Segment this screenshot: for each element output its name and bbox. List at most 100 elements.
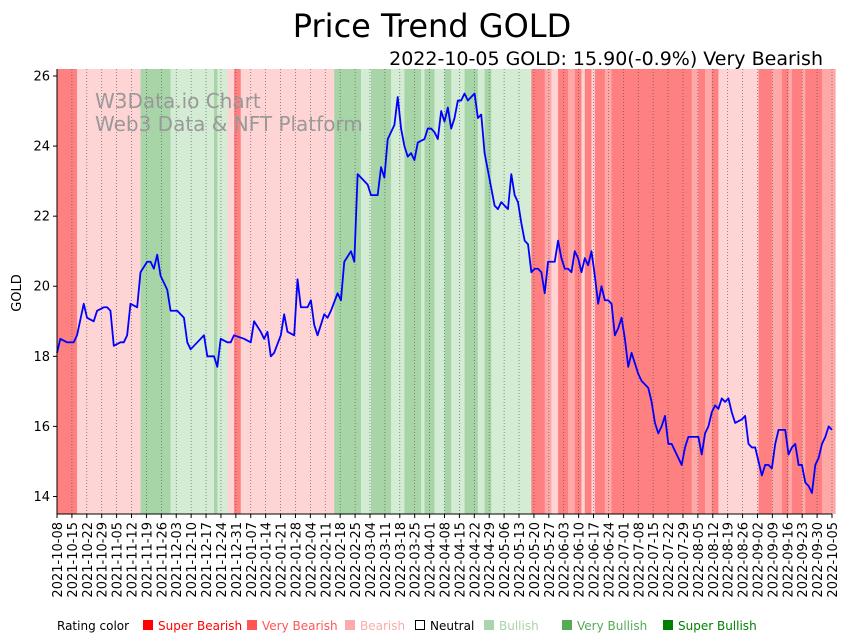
legend-label-bullish: Bullish xyxy=(499,619,539,633)
legend-label-super-bullish: Super Bullish xyxy=(678,619,757,633)
rating-band-bullish xyxy=(170,69,215,514)
y-tick-label: 22 xyxy=(33,210,50,225)
x-tick-label: 2022-08-19 xyxy=(722,522,737,598)
y-tick-label: 16 xyxy=(33,420,50,435)
legend-label-super-bearish: Super Bearish xyxy=(158,619,242,633)
x-tick-label: 2022-04-08 xyxy=(439,522,454,598)
rating-band-bullish xyxy=(434,69,445,514)
x-tick-label: 2022-07-29 xyxy=(677,522,692,598)
x-tick-label: 2021-12-03 xyxy=(170,522,185,598)
rating-band-bearish xyxy=(240,69,335,514)
x-tick-label: 2022-09-23 xyxy=(796,522,811,598)
x-tick-label: 2022-06-24 xyxy=(602,522,617,598)
rating-band-bullish xyxy=(421,69,425,514)
x-tick-label: 2022-07-22 xyxy=(662,522,677,598)
x-tick-label: 2022-01-21 xyxy=(275,522,290,598)
rating-band-bearish xyxy=(77,69,141,514)
x-tick-label: 2022-07-15 xyxy=(647,522,662,598)
rating-band-very_bullish xyxy=(371,69,392,514)
watermark-line-1: W3Data.io Chart xyxy=(95,89,261,113)
x-tick-label: 2022-04-01 xyxy=(424,522,439,598)
x-tick-label: 2022-09-02 xyxy=(751,522,766,598)
y-axis-ticks: 14 16 18 20 22 24 26 xyxy=(33,70,57,505)
x-tick-label: 2021-10-29 xyxy=(96,522,111,598)
rating-band-very_bearish xyxy=(705,69,713,514)
price-line xyxy=(56,92,833,494)
y-tick-label: 24 xyxy=(33,140,50,155)
rating-band-very_bearish xyxy=(771,69,783,514)
y-tick-label: 18 xyxy=(33,350,50,365)
rating-band-super_bearish xyxy=(805,69,823,514)
rating-band-very_bearish xyxy=(788,69,793,514)
rating-band-super_bearish xyxy=(531,69,546,514)
x-tick-label: 2022-05-27 xyxy=(543,522,558,598)
rating-band-bullish xyxy=(477,69,485,514)
rating-band-very_bullish xyxy=(214,69,218,514)
rating-band-super_bearish xyxy=(611,69,692,514)
x-tick-label: 2022-01-14 xyxy=(260,522,275,598)
rating-band-very_bullish xyxy=(464,69,479,514)
x-tick-label: 2022-04-22 xyxy=(468,522,483,598)
legend-swatch-very-bearish xyxy=(247,620,257,630)
x-tick-label: 2022-04-29 xyxy=(483,522,498,598)
x-tick-label: 2021-12-10 xyxy=(185,522,200,598)
x-tick-label: 2021-12-17 xyxy=(200,522,215,598)
rating-band-super_bearish xyxy=(57,69,78,514)
rating-band-bearish xyxy=(551,69,559,514)
rating-band-very_bearish xyxy=(568,69,576,514)
rating-band-super_bearish xyxy=(698,69,706,514)
x-tick-label: 2022-03-04 xyxy=(364,522,379,598)
legend-label-very-bearish: Very Bearish xyxy=(262,619,338,633)
rating-band-very_bullish xyxy=(484,69,492,514)
x-tick-label: 2022-09-16 xyxy=(781,522,796,598)
rating-band-very_bullish xyxy=(140,69,171,514)
legend-title: Rating color xyxy=(57,619,129,633)
x-tick-label: 2022-01-28 xyxy=(289,522,304,598)
x-tick-label: 2022-05-20 xyxy=(528,522,543,598)
rating-band-bullish xyxy=(217,69,228,514)
chart-subtitle: 2022-10-05 GOLD: 15.90(-0.9%) Very Beari… xyxy=(389,48,823,70)
legend-swatch-bullish xyxy=(484,620,494,630)
y-tick-label: 20 xyxy=(33,280,50,295)
x-axis-ticks: 2021-10-08 2021-10-15 2021-10-22 2021-10-29… xyxy=(51,514,841,598)
legend-label-very-bullish: Very Bullish xyxy=(577,619,647,633)
rating-band-very_bullish xyxy=(334,69,362,514)
x-tick-label: 2022-02-11 xyxy=(319,522,334,598)
rating-band-very_bearish xyxy=(691,69,699,514)
x-tick-label: 2022-02-04 xyxy=(304,522,319,598)
x-tick-label: 2022-02-25 xyxy=(349,522,364,598)
rating-legend: Rating color Super Bearish Very Bearish Bea… xyxy=(57,619,757,633)
x-tick-label: 2021-11-19 xyxy=(140,522,155,598)
x-tick-label: 2021-12-31 xyxy=(230,522,245,598)
x-tick-label: 2022-09-30 xyxy=(811,522,826,598)
rating-band-bullish xyxy=(391,69,405,514)
rating-band-bullish xyxy=(451,69,465,514)
x-tick-label: 2022-06-03 xyxy=(558,522,573,598)
rating-band-super_bearish xyxy=(791,69,803,514)
x-tick-label: 2022-01-07 xyxy=(245,522,260,598)
y-tick-label: 14 xyxy=(33,490,50,505)
x-tick-label: 2022-09-09 xyxy=(766,522,781,598)
x-tick-label: 2022-08-12 xyxy=(707,522,722,598)
x-tick-label: 2022-06-10 xyxy=(573,522,588,598)
x-tick-label: 2021-10-15 xyxy=(66,522,81,598)
legend-swatch-bearish xyxy=(345,620,355,630)
x-tick-label: 2022-02-18 xyxy=(334,522,349,598)
x-tick-label: 2022-07-08 xyxy=(632,522,647,598)
x-tick-label: 2022-06-17 xyxy=(588,522,603,598)
x-tick-label: 2022-08-26 xyxy=(737,522,752,598)
x-tick-label: 2022-08-05 xyxy=(692,522,707,598)
y-axis-label: GOLD xyxy=(10,274,25,312)
x-tick-label: 2021-11-26 xyxy=(155,522,170,598)
rating-band-super_bearish xyxy=(574,69,582,514)
x-tick-label: 2022-03-18 xyxy=(394,522,409,598)
rating-band-super_bearish xyxy=(711,69,719,514)
x-tick-label: 2021-10-08 xyxy=(51,522,66,598)
legend-swatch-super-bearish xyxy=(143,620,153,630)
rating-band-super_bearish xyxy=(584,69,592,514)
x-tick-label: 2021-12-24 xyxy=(215,522,230,598)
rating-band-bullish xyxy=(360,69,372,514)
legend-label-bearish: Bearish xyxy=(360,619,405,633)
legend-label-neutral: Neutral xyxy=(430,619,474,633)
